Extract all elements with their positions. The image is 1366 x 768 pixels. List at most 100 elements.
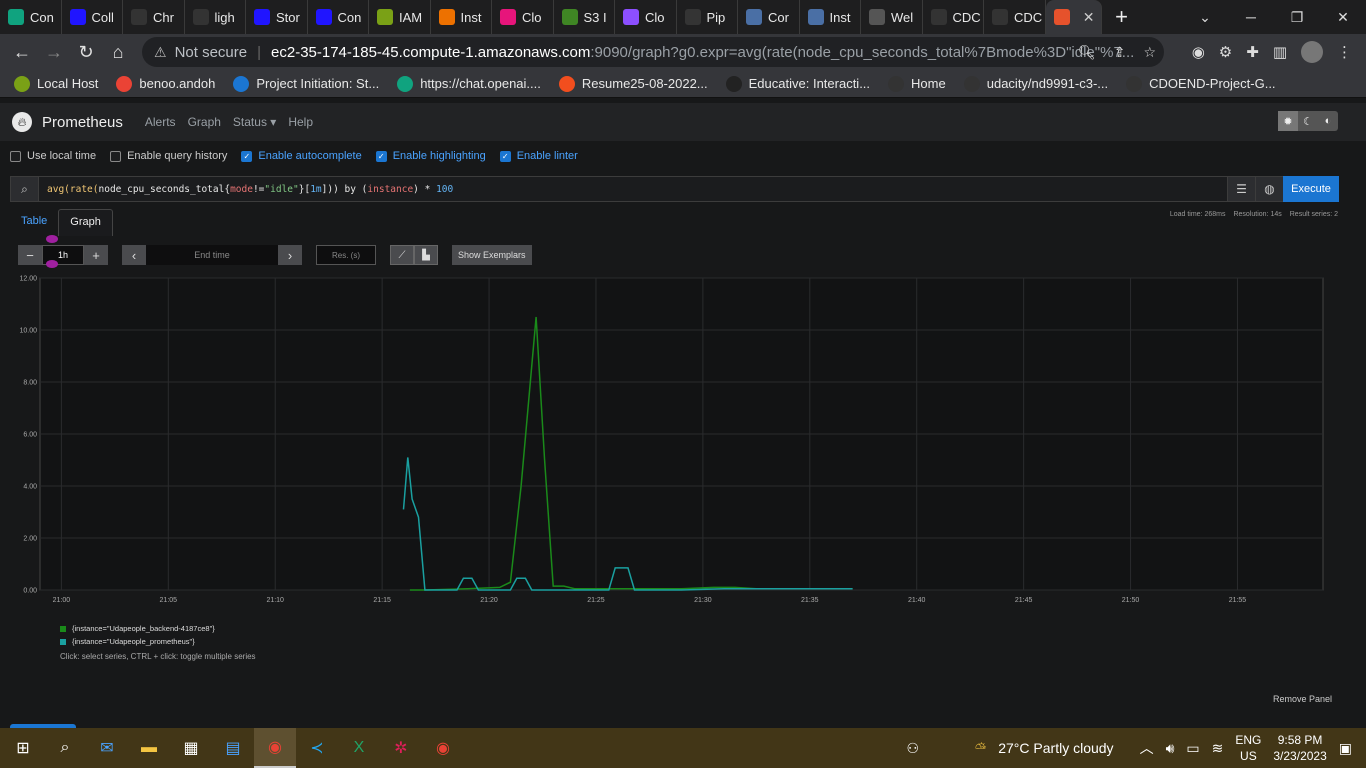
minimize-icon[interactable]: ─ bbox=[1246, 9, 1256, 25]
weather-icon[interactable]: ⛅︎ bbox=[975, 739, 987, 756]
windows-start-icon[interactable]: ⊞ bbox=[16, 740, 30, 757]
option-checkbox[interactable]: ✓ Enable highlighting bbox=[375, 150, 486, 162]
clock[interactable]: 9:58 PM 3/23/2023 bbox=[1273, 732, 1326, 764]
stacked-chart-icon[interactable]: ▙ bbox=[414, 245, 438, 265]
browser-tab[interactable]: Con bbox=[308, 0, 369, 34]
increase-range-button[interactable]: + bbox=[84, 245, 108, 265]
battery-icon[interactable]: ▭ bbox=[1186, 739, 1200, 756]
search-icon[interactable]: ⌕ bbox=[60, 739, 70, 756]
puzzle-icon[interactable]: ✚ bbox=[1246, 44, 1259, 61]
decrease-range-button[interactable]: − bbox=[18, 245, 42, 265]
globe-icon[interactable]: ◍ bbox=[1255, 177, 1283, 201]
browser-tab[interactable]: S3 I bbox=[554, 0, 615, 34]
remove-panel-link[interactable]: Remove Panel bbox=[1272, 694, 1332, 704]
share-icon[interactable]: ⇪ bbox=[1113, 43, 1126, 60]
reload-icon[interactable]: ↻ bbox=[78, 41, 94, 62]
browser-tab[interactable]: ligh bbox=[185, 0, 246, 34]
browser-tab[interactable]: Cor bbox=[738, 0, 800, 34]
drag-handle[interactable] bbox=[46, 260, 58, 268]
profile-avatar[interactable] bbox=[1301, 41, 1323, 63]
legend-item[interactable]: {instance="Udapeople_backend-4187ce8"} bbox=[60, 624, 256, 633]
chrome-icon[interactable]: ◉ bbox=[254, 728, 296, 768]
browser-tab[interactable]: Wel bbox=[861, 0, 923, 34]
store-icon[interactable]: ▦ bbox=[183, 740, 199, 757]
forward-icon[interactable]: → bbox=[45, 41, 63, 62]
file-explorer-icon[interactable]: ▬ bbox=[141, 739, 157, 756]
show-exemplars-button[interactable]: Show Exemplars bbox=[452, 245, 532, 265]
nav-graph[interactable]: Graph bbox=[187, 115, 221, 129]
resolution-input[interactable]: Res. (s) bbox=[316, 245, 376, 265]
browser-tab[interactable]: ✕ bbox=[1045, 0, 1102, 34]
news-icon[interactable]: ▤ bbox=[225, 740, 241, 757]
execute-button[interactable]: Execute bbox=[1283, 176, 1339, 202]
chrome-profile-icon[interactable]: ◉ bbox=[436, 740, 450, 757]
drag-handle[interactable] bbox=[46, 235, 58, 243]
restore-icon[interactable]: ❐ bbox=[1290, 8, 1304, 25]
browser-tab[interactable]: Con bbox=[0, 0, 62, 34]
chevron-up-icon[interactable]: ︿ bbox=[1139, 740, 1154, 756]
checkbox-checked-icon[interactable]: ✓ bbox=[499, 150, 511, 162]
menu-icon[interactable]: ⋮ bbox=[1337, 44, 1352, 61]
nav-alerts[interactable]: Alerts bbox=[144, 115, 176, 129]
volume-icon[interactable]: 🔊︎ bbox=[1165, 739, 1175, 756]
extension-icon[interactable]: ◉ bbox=[1191, 44, 1205, 61]
wifi-icon[interactable]: ≋ bbox=[1211, 739, 1224, 756]
slack-icon[interactable]: ✲ bbox=[394, 740, 408, 757]
metrics-graph[interactable]: 12.00 10.00 8.00 6.00 4.00 2.00 0.00 21:00 21:05… bbox=[0, 270, 1340, 615]
tab-graph[interactable]: Graph bbox=[58, 209, 113, 236]
people-icon[interactable]: ⚇ bbox=[906, 739, 920, 756]
add-panel-button[interactable] bbox=[10, 724, 76, 728]
browser-tab[interactable]: Clo bbox=[492, 0, 554, 34]
browser-tab[interactable]: Stor bbox=[246, 0, 308, 34]
new-tab-button[interactable]: + bbox=[1115, 4, 1128, 29]
checkbox-empty-icon[interactable] bbox=[10, 150, 21, 162]
back-icon[interactable]: ← bbox=[13, 41, 31, 62]
vscode-icon[interactable]: ≺ bbox=[310, 740, 324, 757]
checkbox-empty-icon[interactable] bbox=[110, 150, 122, 162]
line-chart-icon[interactable]: ⟋ bbox=[390, 245, 414, 265]
theme-auto-icon[interactable]: ✹ bbox=[1278, 111, 1298, 131]
bookmark-item[interactable]: udacity/nd9991-c3-... bbox=[963, 75, 1108, 92]
bookmark-item[interactable]: benoo.andoh bbox=[116, 75, 215, 92]
next-time-button[interactable]: › bbox=[278, 245, 302, 265]
notifications-icon[interactable]: ▣ bbox=[1338, 739, 1352, 756]
browser-tab[interactable]: Inst bbox=[431, 0, 492, 34]
bookmark-item[interactable]: Home bbox=[888, 75, 946, 92]
browser-tab[interactable]: CDC bbox=[984, 0, 1046, 34]
browser-tab[interactable]: Coll bbox=[62, 0, 123, 34]
weather-text[interactable]: 27°C Partly cloudy bbox=[998, 740, 1114, 756]
option-checkbox[interactable]: ✓ Enable autocomplete bbox=[241, 150, 362, 162]
browser-tab[interactable]: Clo bbox=[615, 0, 677, 34]
extension-gear-icon[interactable]: ⚙ bbox=[1218, 44, 1233, 61]
bookmark-star-icon[interactable]: ☆ bbox=[1143, 43, 1156, 60]
theme-contrast-icon[interactable]: ◐ bbox=[1324, 115, 1332, 127]
browser-tab[interactable]: IAM bbox=[369, 0, 431, 34]
tab-search-icon[interactable]: ⌄ bbox=[1199, 8, 1211, 25]
nav-status[interactable]: Status ▾ bbox=[232, 115, 277, 129]
zoom-icon[interactable]: 🔍︎ bbox=[1077, 43, 1096, 60]
browser-tab[interactable]: Pip bbox=[677, 0, 738, 34]
legend-item[interactable]: {instance="Udapeople_prometheus"} bbox=[60, 637, 256, 646]
bookmark-item[interactable]: https://chat.openai.... bbox=[397, 75, 541, 92]
previous-time-button[interactable]: ‹ bbox=[122, 245, 146, 265]
side-panel-icon[interactable]: ▥ bbox=[1272, 44, 1287, 61]
home-icon[interactable]: ⌂ bbox=[112, 41, 124, 62]
browser-tab[interactable]: Inst bbox=[800, 0, 861, 34]
mail-icon[interactable]: ✉ bbox=[100, 740, 114, 757]
prometheus-brand[interactable]: Prometheus bbox=[42, 113, 123, 131]
browser-tab[interactable]: Chr bbox=[123, 0, 185, 34]
theme-dark-icon[interactable]: ☾ bbox=[1303, 115, 1313, 128]
nav-help[interactable]: Help bbox=[288, 115, 313, 129]
option-checkbox[interactable]: Use local time bbox=[10, 150, 96, 162]
bookmark-item[interactable]: Educative: Interacti... bbox=[725, 75, 870, 92]
url-input[interactable]: ⚠ Not secure | ec2-35-174-185-45.compute… bbox=[142, 37, 1164, 67]
close-tab-icon[interactable]: ✕ bbox=[1082, 8, 1095, 25]
browser-tab[interactable]: CDC bbox=[923, 0, 984, 34]
bookmark-item[interactable]: CDOEND-Project-G... bbox=[1126, 75, 1276, 92]
bookmark-item[interactable]: Project Initiation: St... bbox=[233, 75, 379, 92]
excel-icon[interactable]: X bbox=[353, 739, 365, 756]
close-icon[interactable]: ✕ bbox=[1337, 8, 1349, 25]
metrics-explorer-icon[interactable]: ☰ bbox=[1227, 177, 1255, 201]
checkbox-checked-icon[interactable]: ✓ bbox=[241, 150, 253, 162]
tab-table[interactable]: Table bbox=[21, 215, 48, 227]
